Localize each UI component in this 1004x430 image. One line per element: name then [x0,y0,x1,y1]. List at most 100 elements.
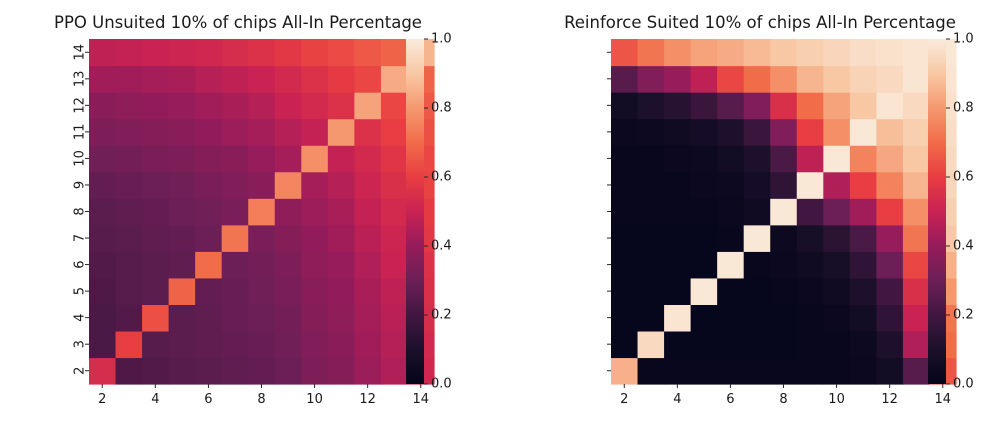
colorbar-tick-label: 1.0 [431,32,452,47]
heatmap-cell [743,357,771,385]
heatmap-cell [690,357,718,385]
heatmap-cell [248,277,276,305]
heatmap-cell [902,65,931,93]
heatmap-cell [380,304,409,332]
y-tick-label: 13 [73,71,88,88]
heatmap-cell [823,65,851,93]
heatmap-cell [690,92,718,120]
heatmap-cell [876,118,904,146]
heatmap-cell [611,118,639,146]
heatmap-cell [611,224,639,252]
heatmap-cell [89,39,117,67]
x-tick-label: 14 [412,392,429,407]
heatmap-cell [637,251,665,279]
heatmap-cell [690,304,718,332]
heatmap-cell [876,39,904,67]
heatmap-cell [849,65,877,93]
heatmap-cell [717,39,745,67]
heatmap-cell [274,198,302,226]
heatmap-cell [823,251,851,279]
heatmap-cell [823,330,851,359]
colorbar-gradient [928,39,946,384]
heatmap-cell [823,145,851,173]
heatmap-cell [301,65,329,93]
x-tick-label: 10 [828,392,845,407]
heatmap-cell [301,145,329,173]
heatmap-cell [354,277,382,305]
heatmap-cell [664,198,692,226]
x-tick-label: 10 [306,392,323,407]
y-tick-label: 9 [73,181,88,189]
heatmap-cell [823,118,851,146]
heatmap-cell [823,171,851,199]
heatmap-cell [796,251,824,279]
heatmap-cell [664,171,692,199]
heatmap-cell [690,118,718,146]
heatmap-cell [248,145,276,173]
heatmap-cell [89,198,117,226]
heatmap-cell [902,224,931,252]
heatmap-cell [115,304,143,332]
heatmap-cell [221,118,249,146]
heatmap-cell [274,171,302,199]
heatmap-cell [690,224,718,252]
heatmap-cell [89,251,117,279]
heatmap-cell [195,357,223,385]
heatmap-cell [770,171,798,199]
heatmap-cell [637,330,665,359]
heatmap-cell [168,277,196,305]
heatmap-cell [301,304,329,332]
heatmap-cell [743,118,771,146]
heatmap-cell [770,251,798,279]
heatmap-cell [611,304,639,332]
heatmap-cell [115,277,143,305]
heatmap-cell [743,145,771,173]
x-tick-label: 6 [204,392,212,407]
heatmap-cell [611,39,639,67]
heatmap-cell [142,145,170,173]
heatmap-cell [849,145,877,173]
heatmap-cell [849,224,877,252]
heatmap-cell [637,171,665,199]
heatmap-cell [168,198,196,226]
colorbar-tick-label: 0.2 [953,308,974,323]
heatmap-cell [796,357,824,385]
heatmap-cell [354,39,382,67]
heatmap-cell [717,330,745,359]
heatmap-cell [637,65,665,93]
heatmap-cell [690,277,718,305]
heatmap-cell [115,118,143,146]
heatmap-cell [274,330,302,359]
heatmap-cell [354,251,382,279]
heatmap-cell [89,118,117,146]
heatmap-cell [690,171,718,199]
heatmap-cell [89,92,117,120]
heatmap-cell [664,145,692,173]
x-tick-label: 12 [881,392,898,407]
heatmap-cell [380,198,409,226]
heatmap-cell [690,198,718,226]
heatmap-cell [902,330,931,359]
heatmap-cell [796,92,824,120]
heatmap-cell [195,92,223,120]
heatmap-cell [115,251,143,279]
heatmap-cell [690,39,718,67]
heatmap-cell [637,118,665,146]
heatmap-cell [221,92,249,120]
heatmap-cell [823,304,851,332]
heatmap-cell [248,330,276,359]
heatmap-cell [221,171,249,199]
heatmap-cell [664,277,692,305]
heatmap-cell [142,39,170,67]
heatmap-cell [637,145,665,173]
heatmap-cell [717,198,745,226]
heatmap-cell [380,330,409,359]
x-tick-label: 14 [934,392,951,407]
heatmap-cell [849,251,877,279]
chart-title: PPO Unsuited 10% of chips All-In Percent… [54,13,422,32]
heatmap-cell [301,198,329,226]
heatmap-cell [115,357,143,385]
heatmap-cell [611,145,639,173]
heatmap-cell [380,65,409,93]
heatmap-cell [743,65,771,93]
